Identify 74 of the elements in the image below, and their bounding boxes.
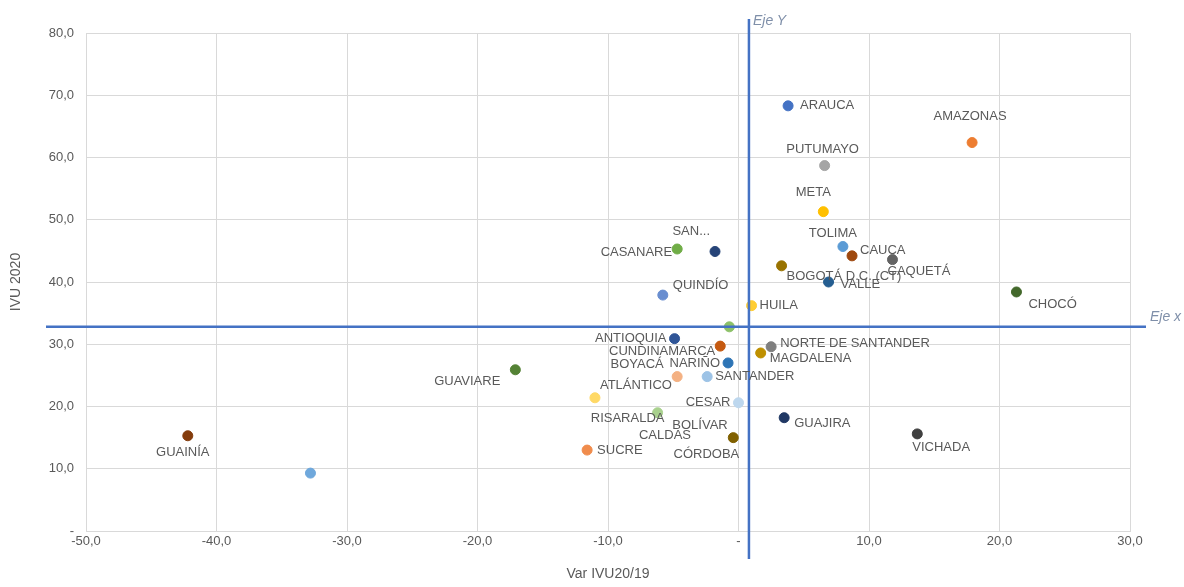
y-tick-label: 20,0 [48, 398, 74, 414]
series-label: ANTIOQUIA [595, 330, 667, 346]
series-label: SUCRE [597, 441, 643, 457]
point [1010, 286, 1022, 298]
point [182, 430, 194, 442]
point [782, 100, 794, 112]
y-tick-label: 70,0 [48, 86, 74, 102]
x-tick-label: -20,0 [462, 533, 493, 549]
x-tick-label: -10,0 [593, 533, 623, 549]
series-label: PUTUMAYO [786, 141, 859, 157]
series-label: CESAR [685, 394, 731, 410]
series-label: NARIÑO [669, 354, 721, 370]
x-tick-label: - [736, 533, 741, 549]
y-tick-label: 50,0 [48, 211, 74, 227]
y-tick-label: 80,0 [48, 24, 74, 40]
series-label: MAGDALENA [769, 349, 852, 365]
series-label: SAN... [672, 223, 711, 239]
point [509, 364, 521, 376]
point [778, 412, 790, 424]
point [765, 341, 777, 353]
point [817, 206, 829, 218]
x-tick-label: -40,0 [201, 533, 232, 549]
point [657, 289, 669, 301]
series-label: CÓRDOBA [673, 446, 740, 462]
point [709, 246, 721, 257]
x-tick-label: 30,0 [1117, 533, 1143, 549]
series-label: CAUCA [860, 242, 906, 258]
x-axis-title: Var IVU20/19 [566, 565, 650, 582]
x-tick-label: 10,0 [856, 533, 882, 549]
point [701, 371, 713, 383]
point [722, 357, 734, 369]
series-label: NORTE DE SANTANDER [780, 335, 930, 351]
point [966, 137, 978, 149]
point [581, 444, 593, 456]
series-label: CHOCÓ [1028, 295, 1077, 311]
x-tick-label: -50,0 [71, 533, 101, 549]
x-tick-label: -30,0 [332, 533, 362, 549]
point [671, 371, 683, 383]
point [819, 160, 831, 172]
series-label: GUAINÍA [156, 444, 210, 460]
point [911, 428, 923, 440]
point [727, 432, 739, 444]
series-label: BOYACÁ [610, 356, 665, 372]
point [755, 347, 767, 359]
x-tick-label: 20,0 [986, 533, 1013, 549]
y-tick-label: - [69, 522, 74, 538]
point [669, 333, 681, 345]
point [846, 250, 858, 262]
series-label: TOLIMA [808, 225, 858, 241]
series-label: RISARALDA [590, 410, 665, 426]
point [671, 243, 683, 255]
point [589, 392, 601, 404]
y-axis-title: IVU 2020 [7, 252, 24, 312]
y-tick-label: 10,0 [48, 460, 74, 476]
series-label: QUINDÍO [672, 276, 729, 292]
y-tick-label: 40,0 [48, 273, 74, 289]
series-label: VICHADA [912, 439, 971, 455]
series-label: AMAZONAS [933, 108, 1007, 124]
ref-line-label: Eje x [1150, 307, 1183, 324]
series-label: HUILA [759, 297, 799, 313]
series-label: ARAUCA [800, 97, 855, 113]
y-tick-label: 30,0 [48, 335, 74, 351]
point [776, 260, 788, 272]
series-label: META [795, 184, 832, 200]
point [304, 467, 316, 479]
y-tick-label: 60,0 [48, 149, 74, 165]
series-label: CASANARE [600, 243, 673, 259]
point [837, 241, 849, 253]
series-label: ATLÁNTICO [599, 377, 672, 393]
point [733, 397, 744, 409]
ref-line-label: Eje Y [752, 11, 788, 28]
series-label: GUAJIRA [794, 415, 851, 431]
series-label: GUAVIARE [434, 373, 501, 389]
point [714, 340, 726, 352]
